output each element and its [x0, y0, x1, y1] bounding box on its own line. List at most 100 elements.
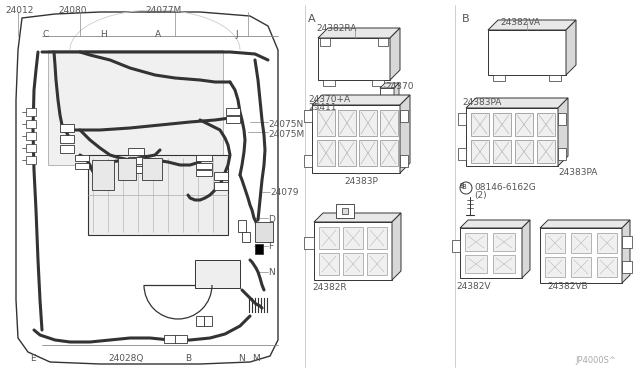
Text: 24383P: 24383P — [344, 177, 378, 186]
Bar — [597, 233, 617, 253]
Bar — [466, 108, 558, 166]
Bar — [164, 335, 176, 343]
Bar — [196, 170, 212, 176]
Polygon shape — [488, 20, 576, 30]
Bar — [597, 257, 617, 277]
Bar — [26, 132, 36, 140]
Polygon shape — [622, 220, 630, 283]
Polygon shape — [318, 28, 400, 38]
Bar — [493, 75, 505, 81]
Text: 24028Q: 24028Q — [108, 354, 143, 363]
Bar — [214, 182, 228, 190]
Bar — [336, 204, 354, 218]
Text: B: B — [461, 184, 467, 190]
Bar — [471, 113, 489, 136]
Bar — [493, 140, 511, 163]
Bar — [372, 80, 384, 86]
Bar — [128, 157, 144, 164]
Bar — [304, 237, 314, 249]
Bar — [26, 108, 36, 116]
Bar — [471, 140, 489, 163]
Bar — [359, 140, 377, 166]
Text: 24382RA: 24382RA — [316, 24, 356, 33]
Bar — [380, 140, 398, 166]
Text: B: B — [460, 183, 465, 189]
Text: 24382V: 24382V — [457, 282, 492, 291]
Bar — [343, 227, 363, 249]
Bar — [319, 253, 339, 275]
Bar — [26, 156, 36, 164]
Bar — [380, 110, 398, 136]
Polygon shape — [522, 220, 530, 278]
Bar — [338, 110, 356, 136]
Bar — [214, 172, 228, 180]
Text: 25411: 25411 — [308, 103, 337, 112]
Bar — [493, 113, 511, 136]
Bar — [380, 88, 394, 106]
Polygon shape — [312, 95, 410, 105]
Bar — [319, 227, 339, 249]
Bar — [226, 108, 240, 115]
Text: 24383PA: 24383PA — [462, 98, 501, 107]
Bar — [400, 110, 408, 122]
Bar — [118, 158, 136, 180]
Text: B: B — [462, 14, 470, 24]
Bar — [195, 260, 240, 288]
Bar — [537, 113, 555, 136]
Bar — [26, 120, 36, 128]
Bar — [452, 240, 460, 252]
Text: 24382VB: 24382VB — [548, 282, 588, 291]
Text: 24382R: 24382R — [313, 283, 348, 292]
Bar — [60, 135, 74, 143]
Bar — [26, 144, 36, 152]
Bar — [465, 255, 487, 273]
Bar — [318, 38, 390, 80]
Text: 08146-6162G: 08146-6162G — [474, 183, 536, 192]
Text: 24370: 24370 — [385, 82, 413, 91]
Bar — [558, 148, 566, 160]
Bar — [343, 253, 363, 275]
Bar — [558, 113, 566, 125]
Bar — [304, 110, 312, 122]
Bar — [323, 80, 335, 86]
Polygon shape — [392, 213, 401, 280]
Polygon shape — [466, 98, 568, 108]
Bar — [88, 155, 228, 235]
Text: F: F — [268, 242, 273, 251]
Bar — [465, 233, 487, 251]
Bar — [317, 110, 335, 136]
Bar — [255, 222, 273, 242]
Text: N: N — [268, 268, 275, 277]
Bar — [196, 316, 204, 326]
Bar — [312, 105, 400, 173]
Bar — [60, 124, 74, 132]
Bar — [320, 38, 330, 46]
Bar — [242, 232, 250, 242]
Text: C: C — [42, 30, 48, 39]
Bar — [540, 228, 622, 283]
Polygon shape — [380, 83, 399, 88]
Bar — [460, 228, 522, 278]
Polygon shape — [394, 83, 399, 106]
Bar — [515, 140, 533, 163]
Text: 24382VA: 24382VA — [500, 18, 540, 27]
Polygon shape — [558, 98, 568, 166]
Bar — [545, 233, 565, 253]
Polygon shape — [566, 20, 576, 75]
Bar — [175, 335, 187, 343]
Text: 24075M: 24075M — [268, 130, 304, 139]
Polygon shape — [400, 95, 410, 173]
Bar — [545, 257, 565, 277]
Circle shape — [460, 182, 472, 194]
Bar — [142, 158, 162, 180]
Text: A: A — [155, 30, 161, 39]
Bar — [549, 75, 561, 81]
Text: 24079: 24079 — [270, 188, 298, 197]
Text: JP4000S^: JP4000S^ — [575, 356, 616, 365]
Bar — [196, 163, 212, 169]
Polygon shape — [460, 220, 530, 228]
Bar — [571, 233, 591, 253]
Bar — [367, 253, 387, 275]
Bar — [367, 227, 387, 249]
Bar — [48, 50, 223, 165]
